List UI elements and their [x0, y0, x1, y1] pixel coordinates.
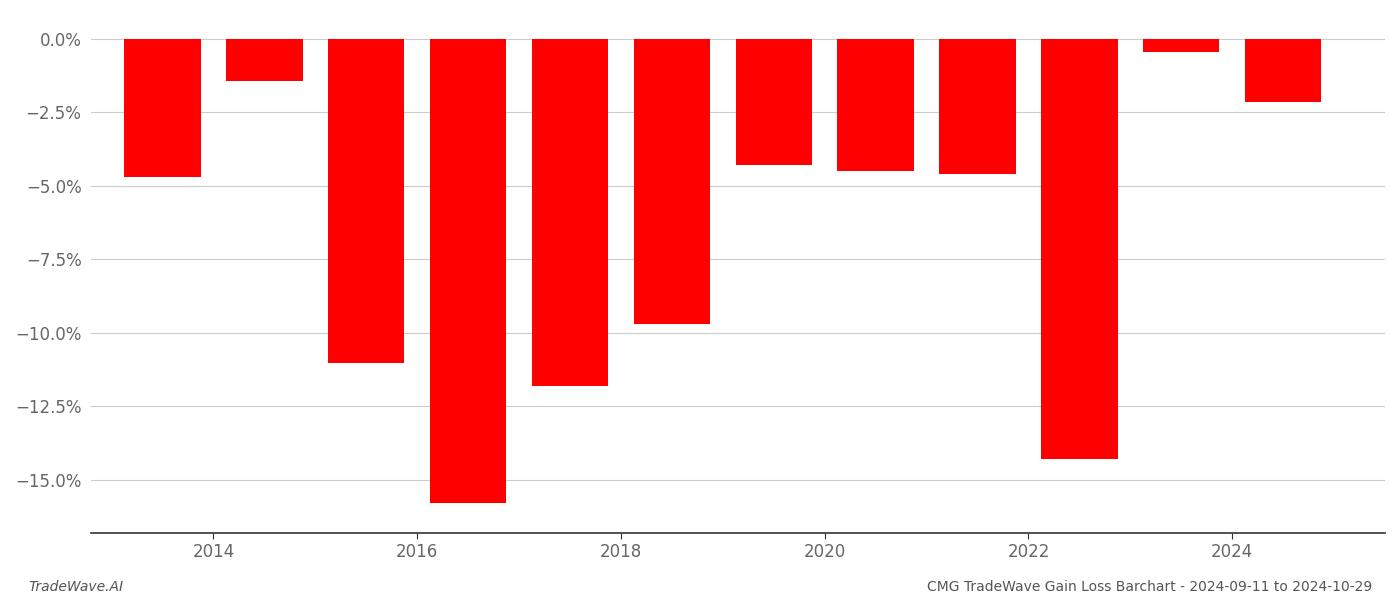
Bar — [735, 38, 812, 165]
Text: CMG TradeWave Gain Loss Barchart - 2024-09-11 to 2024-10-29: CMG TradeWave Gain Loss Barchart - 2024-… — [927, 580, 1372, 594]
Bar — [634, 38, 710, 324]
Bar — [227, 38, 302, 81]
Bar — [1142, 38, 1219, 52]
Bar — [125, 38, 200, 178]
Bar — [328, 38, 405, 364]
Bar — [1245, 38, 1322, 102]
Bar — [939, 38, 1016, 174]
Bar — [430, 38, 507, 503]
Bar — [532, 38, 608, 386]
Text: TradeWave.AI: TradeWave.AI — [28, 580, 123, 594]
Bar — [1042, 38, 1117, 459]
Bar — [837, 38, 914, 171]
